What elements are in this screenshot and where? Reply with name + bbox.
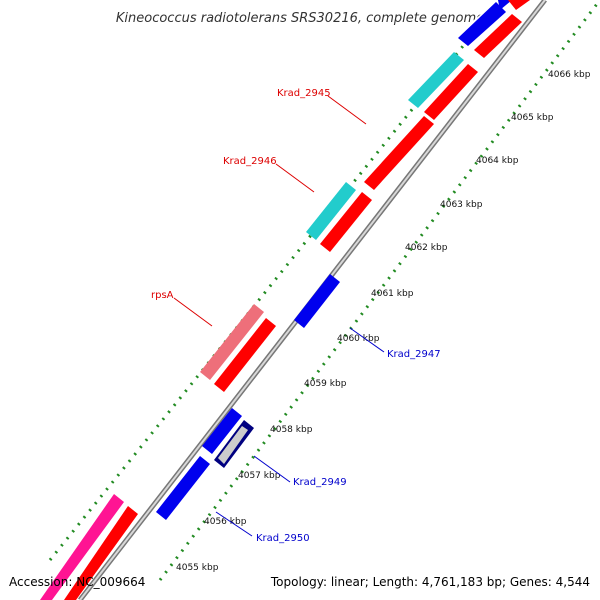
gene-feature-reverse	[458, 2, 506, 46]
kbp-ticks: 4055 kbp 4056 kbp 4057 kbp 4058 kbp 4059…	[176, 70, 591, 573]
tick-label: 4066 kbp	[548, 70, 591, 80]
accession-text: Accession: NC_009664	[9, 575, 145, 589]
gene-feature-forward	[214, 318, 276, 392]
gene-labels: Krad_2945 Krad_2946 rpsA Krad_2947 Krad_…	[151, 88, 441, 544]
gene-feature-forward	[508, 0, 530, 10]
gene-feature-reverse	[202, 408, 242, 454]
leader-krad-2946	[275, 163, 315, 193]
gene-feature-grey	[218, 426, 248, 464]
leader-krad-2945	[327, 95, 367, 125]
gene-label-krad-2947: Krad_2947	[387, 349, 441, 360]
gene-feature-reverse	[156, 456, 210, 520]
gene-feature-reverse	[294, 274, 340, 328]
genome-summary-text: Topology: linear; Length: 4,761,183 bp; …	[270, 575, 590, 589]
tick-label: 4055 kbp	[176, 563, 219, 573]
leader-rpsa	[173, 297, 213, 327]
gene-feature-forward	[64, 506, 138, 600]
leader-krad-2950	[215, 511, 253, 537]
tick-label: 4064 kbp	[476, 156, 519, 166]
gene-feature-teal	[306, 182, 356, 240]
gene-label-krad-2949: Krad_2949	[293, 477, 347, 488]
tick-label: 4059 kbp	[304, 379, 347, 389]
gene-label-krad-2945: Krad_2945	[277, 88, 331, 99]
tick-label: 4058 kbp	[270, 425, 313, 435]
gene-label-rpsa: rpsA	[151, 290, 174, 301]
gene-feature-pink	[200, 304, 264, 380]
leader-krad-2947	[349, 327, 385, 353]
gene-features	[40, 0, 530, 600]
tick-label: 4057 kbp	[238, 471, 281, 481]
label-leaders	[173, 95, 385, 537]
gene-label-krad-2946: Krad_2946	[223, 156, 277, 167]
gene-feature-forward	[364, 116, 434, 190]
gene-label-krad-2950: Krad_2950	[256, 533, 310, 544]
gene-feature-forward	[320, 192, 372, 252]
tick-label: 4060 kbp	[337, 334, 380, 344]
tick-label: 4065 kbp	[511, 113, 554, 123]
gene-feature-forward	[424, 64, 478, 120]
tick-label: 4061 kbp	[371, 289, 414, 299]
gene-feature-teal	[408, 52, 464, 108]
map-title: Kineococcus radiotolerans SRS30216, comp…	[116, 11, 484, 26]
tick-label: 4063 kbp	[440, 200, 483, 210]
gene-feature-reverse	[498, 0, 512, 10]
gene-feature-forward	[474, 14, 522, 58]
gene-feature-magenta	[40, 494, 124, 600]
tick-label: 4062 kbp	[405, 243, 448, 253]
leader-krad-2949	[253, 455, 291, 483]
tick-label: 4056 kbp	[204, 517, 247, 527]
